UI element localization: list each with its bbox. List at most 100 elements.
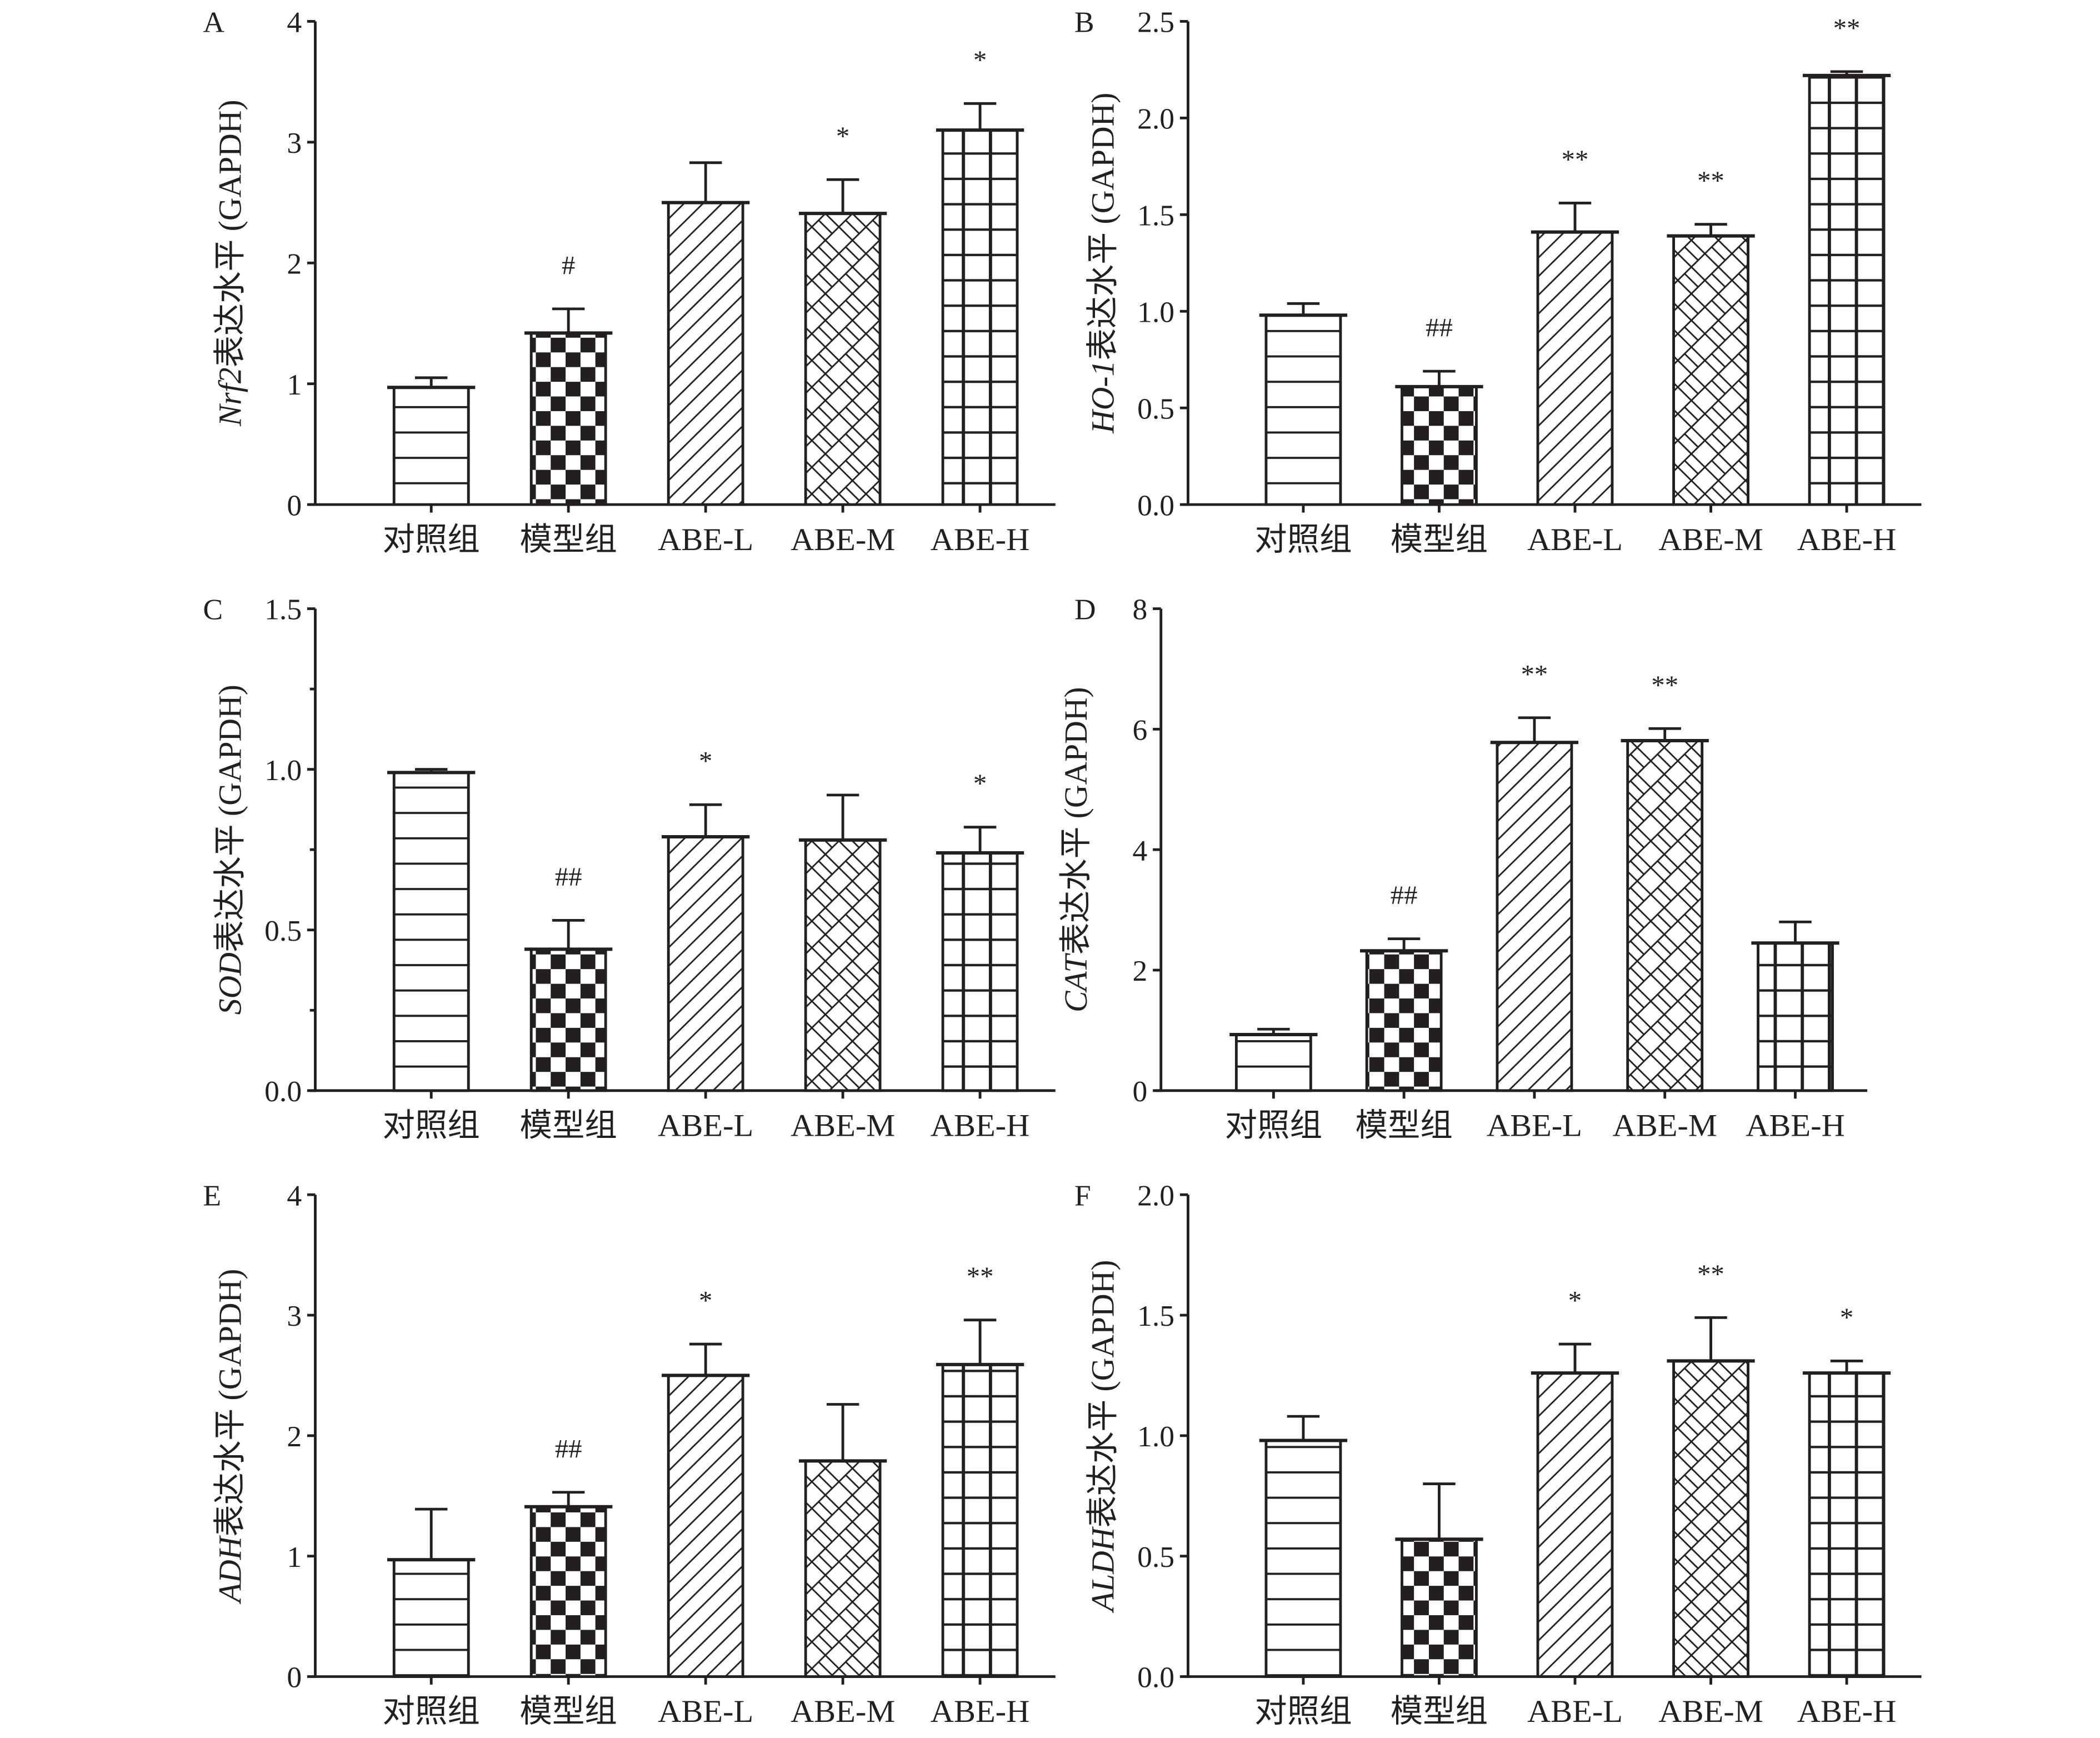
y-tick-label: 0.5 bbox=[1137, 393, 1174, 426]
significance-label: ## bbox=[1391, 881, 1418, 910]
panel-letter: F bbox=[1074, 1180, 1091, 1212]
bar bbox=[667, 835, 744, 1092]
x-tick-label: 模型组 bbox=[520, 1694, 617, 1730]
bar bbox=[1672, 1360, 1749, 1678]
x-tick-label: ABE-L bbox=[1487, 1107, 1582, 1143]
bar bbox=[1757, 941, 1834, 1092]
panel-letter: D bbox=[1074, 593, 1096, 626]
x-tick-label: 对照组 bbox=[1225, 1107, 1322, 1143]
bar bbox=[804, 212, 882, 506]
bar bbox=[1626, 739, 1704, 1092]
y-tick-label: 3 bbox=[287, 1300, 302, 1333]
significance-label: * bbox=[699, 1286, 712, 1316]
bar bbox=[529, 331, 607, 506]
y-axis-label: ALDH表达水平 (GAPDH) bbox=[1084, 1260, 1121, 1614]
y-axis-label-gene: Nrf2 bbox=[212, 367, 248, 427]
bar bbox=[804, 1459, 882, 1678]
y-axis-label-unit: 表达水平 (GAPDH) bbox=[212, 685, 248, 952]
y-axis-label: Nrf2表达水平 (GAPDH) bbox=[212, 99, 248, 427]
x-tick-label: 模型组 bbox=[520, 521, 617, 557]
y-tick-label: 2.0 bbox=[1137, 103, 1174, 136]
bar bbox=[941, 1363, 1019, 1678]
significance-label: ## bbox=[555, 862, 582, 892]
bar bbox=[1264, 1439, 1342, 1678]
bar bbox=[1808, 74, 1886, 506]
bar bbox=[1264, 313, 1342, 506]
y-tick-label: 0.5 bbox=[1137, 1541, 1174, 1574]
significance-label: ## bbox=[1426, 313, 1453, 343]
x-tick-label: ABE-L bbox=[658, 521, 753, 557]
y-axis-label-gene: ALDH bbox=[1084, 1526, 1121, 1614]
significance-label: * bbox=[973, 46, 987, 75]
y-axis-label-unit: 表达水平 (GAPDH) bbox=[1084, 93, 1121, 361]
y-tick-label: 4 bbox=[1133, 835, 1148, 867]
y-tick-label: 0 bbox=[287, 1661, 302, 1694]
bar bbox=[1365, 949, 1443, 1092]
x-tick-label: ABE-M bbox=[791, 1107, 895, 1143]
significance-label: * bbox=[699, 747, 712, 776]
x-tick-label: ABE-M bbox=[791, 1694, 895, 1730]
panel-A: A 0 1 2 3 4 Nrf2表达水平 (GAPDH) 对照组 模型组 # ABE-L ABE-M *… bbox=[203, 6, 1056, 557]
x-tick-label: ABE-H bbox=[1797, 1694, 1897, 1730]
y-tick-label: 0 bbox=[287, 490, 302, 522]
y-tick-label: 1 bbox=[287, 368, 302, 401]
x-tick-label: ABE-L bbox=[1527, 1694, 1623, 1730]
y-axis-label: CAT表达水平 (GAPDH) bbox=[1057, 687, 1093, 1012]
y-tick-label: 1.5 bbox=[264, 593, 302, 626]
y-tick-label: 1.0 bbox=[1137, 296, 1174, 329]
y-tick-label: 1.0 bbox=[1137, 1420, 1174, 1453]
bar bbox=[804, 838, 882, 1092]
bar bbox=[1401, 385, 1478, 506]
y-tick-label: 0.0 bbox=[1137, 1661, 1174, 1694]
bar bbox=[1808, 1371, 1886, 1678]
x-tick-label: ABE-M bbox=[1613, 1107, 1717, 1143]
significance-label: ** bbox=[1697, 1260, 1724, 1289]
y-axis-label: HO-1表达水平 (GAPDH) bbox=[1084, 93, 1121, 434]
bar bbox=[667, 1374, 744, 1678]
y-axis-label-gene: ADH bbox=[212, 1535, 248, 1605]
significance-label: ** bbox=[1833, 14, 1861, 43]
bar bbox=[1672, 234, 1749, 506]
x-tick-label: ABE-M bbox=[1658, 521, 1763, 557]
bar bbox=[941, 128, 1019, 506]
bar bbox=[941, 851, 1019, 1092]
significance-label: ** bbox=[1521, 660, 1548, 690]
x-tick-label: ABE-H bbox=[931, 1107, 1030, 1143]
x-tick-label: ABE-L bbox=[658, 1107, 753, 1143]
y-tick-label: 2 bbox=[1133, 955, 1148, 988]
y-axis-label-gene: CAT bbox=[1057, 953, 1093, 1012]
y-tick-label: 2 bbox=[287, 248, 302, 281]
y-tick-label: 2.5 bbox=[1137, 6, 1174, 39]
x-tick-label: ABE-L bbox=[1527, 521, 1623, 557]
y-axis-label: ADH表达水平 (GAPDH) bbox=[212, 1269, 248, 1605]
x-tick-label: ABE-H bbox=[1797, 521, 1897, 557]
panel-letter: E bbox=[203, 1180, 221, 1212]
y-tick-label: 0.0 bbox=[264, 1075, 302, 1108]
y-tick-label: 6 bbox=[1133, 714, 1148, 747]
x-tick-label: 对照组 bbox=[1254, 521, 1352, 557]
significance-label: ** bbox=[1651, 671, 1678, 700]
y-axis-label-unit: 表达水平 (GAPDH) bbox=[212, 99, 248, 367]
y-tick-label: 1 bbox=[287, 1541, 302, 1574]
y-axis-label-unit: 表达水平 (GAPDH) bbox=[212, 1269, 248, 1537]
y-tick-label: 1.5 bbox=[1137, 1300, 1174, 1333]
significance-label: # bbox=[562, 251, 575, 281]
x-tick-label: 对照组 bbox=[383, 521, 480, 557]
y-tick-label: 1.0 bbox=[264, 754, 302, 787]
y-axis-label-unit: 表达水平 (GAPDH) bbox=[1084, 1260, 1121, 1528]
bar bbox=[1496, 741, 1573, 1092]
significance-label: ** bbox=[1697, 167, 1724, 196]
panel-D: D 0 2 4 6 8 CAT表达水平 (GAPDH) 对照组 模型组 ## ABE-L ** ABE-… bbox=[1057, 593, 1868, 1143]
significance-label: * bbox=[1840, 1303, 1853, 1332]
x-tick-label: ABE-H bbox=[1746, 1107, 1845, 1143]
x-tick-label: ABE-L bbox=[658, 1694, 753, 1730]
y-tick-label: 4 bbox=[287, 1180, 302, 1212]
x-tick-label: 对照组 bbox=[1254, 1694, 1352, 1730]
y-tick-label: 3 bbox=[287, 127, 302, 159]
x-tick-label: 对照组 bbox=[383, 1694, 480, 1730]
panel-F: F 0.0 0.5 1.0 1.5 2.0 ALDH表达水平 (GAPDH) 对照组 模型组 AB… bbox=[1074, 1180, 1922, 1729]
significance-label: * bbox=[1568, 1286, 1582, 1316]
y-tick-label: 2.0 bbox=[1137, 1180, 1174, 1212]
